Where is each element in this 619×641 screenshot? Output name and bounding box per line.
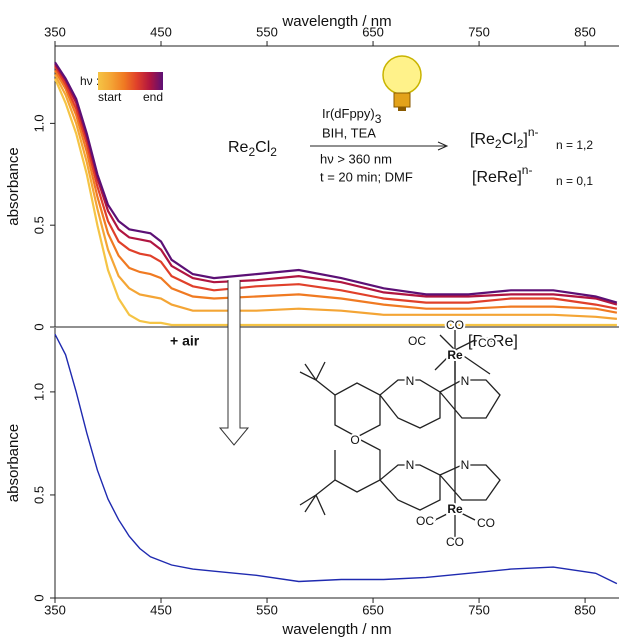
x-tick-label: 650 xyxy=(362,602,384,617)
catalyst: Ir(dFppy)3 xyxy=(322,106,382,126)
scheme: Re2Cl2 Ir(dFppy)3 BIH, TEA hν > 360 nm t… xyxy=(170,55,593,446)
reactant: Re2Cl2 xyxy=(228,139,277,159)
x-tick-label: 350 xyxy=(44,24,66,39)
y-axis-label: absorbance xyxy=(5,424,22,502)
x-axis-label: wavelength / nm xyxy=(281,621,391,638)
data-line xyxy=(54,333,618,585)
plots: 0 0.5 1.0 350 450 550 650 750 850 wavelength / nm… xyxy=(5,13,619,638)
x-axis-label: wavelength / nm xyxy=(281,13,391,30)
x-tick-label: 550 xyxy=(256,602,278,617)
atom-label: O xyxy=(350,433,359,447)
atom-label: Re xyxy=(447,502,463,516)
y-axis-label: absorbance xyxy=(5,147,22,225)
structure xyxy=(299,330,501,540)
atom-label: N xyxy=(406,374,415,388)
air-arrow xyxy=(218,280,250,446)
legend-title: hν : xyxy=(80,74,99,88)
data-line xyxy=(54,63,618,306)
legend-end: end xyxy=(143,90,163,104)
time: t = 20 min; DMF xyxy=(320,169,413,184)
bulb-icon xyxy=(382,55,422,111)
x-tick-label: 850 xyxy=(574,602,596,617)
data-line xyxy=(54,65,618,310)
x-tick-label: 650 xyxy=(362,24,384,39)
y-tick-label: 0.5 xyxy=(31,216,46,234)
atom-labels: CO OC CO Re N N O N N Re OC CO CO xyxy=(348,316,498,551)
x-tick-label: 750 xyxy=(468,24,490,39)
data-line xyxy=(53,78,617,327)
atom-label: N xyxy=(461,458,470,472)
atom-label: Re xyxy=(447,348,463,362)
atom-label: N xyxy=(461,374,470,388)
x-tick-label: 350 xyxy=(44,602,66,617)
legend-colorbar xyxy=(98,72,163,90)
y-tick-label: 0.5 xyxy=(31,486,46,504)
n2: n = 0,1 xyxy=(556,174,593,188)
y-tick-label: 0 xyxy=(31,323,46,330)
data-line xyxy=(54,69,618,314)
y-tick-label: 1.0 xyxy=(31,114,46,132)
atom-label: CO xyxy=(477,516,495,530)
structure-label: [ReRe] xyxy=(468,333,518,350)
product1: [Re2Cl2]n- xyxy=(470,125,539,151)
x-tick-label: 750 xyxy=(468,602,490,617)
product2: [ReRe]n- xyxy=(472,163,532,186)
legend-start: start xyxy=(98,90,122,104)
reagents: BIH, TEA xyxy=(322,125,376,140)
air-label: + air xyxy=(170,333,200,349)
x-tick-label: 850 xyxy=(574,24,596,39)
arrow-head xyxy=(437,141,449,151)
light: hν > 360 nm xyxy=(320,151,392,166)
y-tick-label: 0 xyxy=(31,594,46,601)
x-tick-label: 450 xyxy=(150,602,172,617)
data-line xyxy=(54,61,618,304)
y-tick-label: 1.0 xyxy=(31,383,46,401)
n1: n = 1,2 xyxy=(556,138,593,152)
x-tick-label: 550 xyxy=(256,24,278,39)
data-line xyxy=(54,73,618,320)
atom-label: OC xyxy=(416,514,434,528)
atom-label: CO xyxy=(446,535,464,549)
atom-label: CO xyxy=(478,336,496,350)
x-tick-label: 450 xyxy=(150,24,172,39)
atom-label: OC xyxy=(408,334,426,348)
atom-label: CO xyxy=(446,318,464,332)
atom-label: N xyxy=(406,458,415,472)
